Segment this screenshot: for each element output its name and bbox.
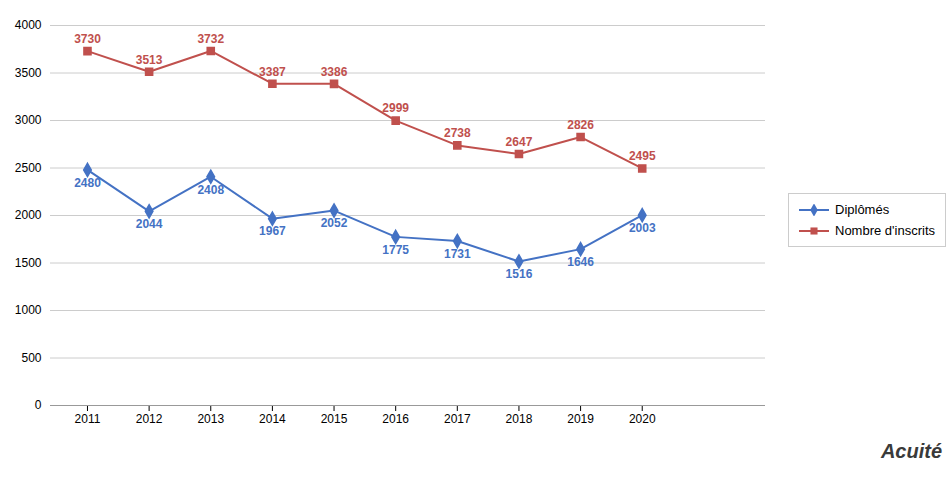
svg-text:1646: 1646 <box>567 255 594 269</box>
svg-text:2012: 2012 <box>136 412 163 426</box>
svg-text:0: 0 <box>35 398 42 412</box>
svg-text:2500: 2500 <box>15 161 42 175</box>
svg-text:2016: 2016 <box>382 412 409 426</box>
svg-text:2000: 2000 <box>15 208 42 222</box>
svg-text:1731: 1731 <box>444 247 471 261</box>
svg-text:1775: 1775 <box>382 243 409 257</box>
svg-text:2019: 2019 <box>567 412 594 426</box>
svg-text:1000: 1000 <box>15 303 42 317</box>
html-text:Nombre d'inscrits: Nombre d'inscrits <box>835 223 935 238</box>
svg-text:2014: 2014 <box>259 412 286 426</box>
svg-text:2826: 2826 <box>567 118 594 132</box>
html-text:Acuité: Acuité <box>880 440 942 462</box>
svg-text:2044: 2044 <box>136 217 163 231</box>
svg-text:2013: 2013 <box>197 412 224 426</box>
svg-text:3730: 3730 <box>74 32 101 46</box>
svg-text:4000: 4000 <box>15 18 42 32</box>
svg-text:2495: 2495 <box>629 149 656 163</box>
svg-text:3513: 3513 <box>136 53 163 67</box>
svg-text:2017: 2017 <box>444 412 471 426</box>
html-text:Diplômés: Diplômés <box>835 202 890 217</box>
svg-text:2018: 2018 <box>506 412 533 426</box>
svg-text:2020: 2020 <box>629 412 656 426</box>
svg-text:2015: 2015 <box>321 412 348 426</box>
svg-text:1967: 1967 <box>259 224 286 238</box>
svg-text:2480: 2480 <box>74 176 101 190</box>
svg-text:2052: 2052 <box>321 216 348 230</box>
svg-text:2999: 2999 <box>382 101 409 115</box>
svg-text:3000: 3000 <box>15 113 42 127</box>
svg-text:2738: 2738 <box>444 126 471 140</box>
svg-text:2647: 2647 <box>506 135 533 149</box>
svg-text:2408: 2408 <box>197 183 224 197</box>
svg-text:3386: 3386 <box>321 65 348 79</box>
svg-text:2011: 2011 <box>75 412 101 426</box>
svg-text:2003: 2003 <box>629 221 656 235</box>
svg-text:3732: 3732 <box>197 32 224 46</box>
svg-text:3387: 3387 <box>259 65 286 79</box>
svg-text:500: 500 <box>21 351 41 365</box>
svg-text:3500: 3500 <box>15 66 42 80</box>
svg-text:1500: 1500 <box>15 256 42 270</box>
svg-text:1516: 1516 <box>506 267 533 281</box>
